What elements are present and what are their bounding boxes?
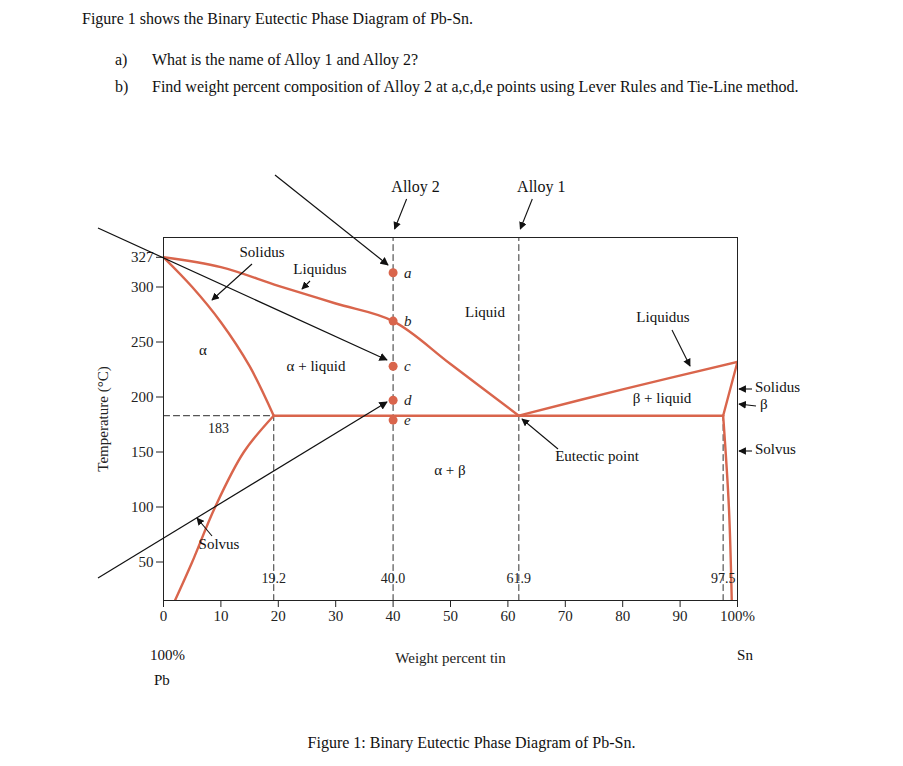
svg-text:40.0: 40.0: [381, 571, 406, 586]
svg-text:Solidus: Solidus: [239, 244, 284, 260]
html-text:b): b): [115, 78, 129, 95]
svg-text:c: c: [404, 358, 411, 374]
html-text:Figure 1 shows the Binary Eute: Figure 1 shows the Binary Eutectic Phase…: [82, 10, 473, 27]
svg-text:Alloy 2: Alloy 2: [391, 178, 439, 196]
svg-text:327: 327: [131, 249, 154, 266]
svg-text:80: 80: [615, 608, 630, 624]
svg-text:250: 250: [131, 334, 154, 350]
svg-text:90: 90: [673, 608, 688, 624]
svg-text:20: 20: [271, 608, 286, 624]
svg-text:α + β: α + β: [434, 462, 465, 478]
svg-text:β + liquid: β + liquid: [633, 390, 692, 406]
svg-text:Pb: Pb: [154, 672, 170, 688]
svg-text:Solidus: Solidus: [755, 379, 800, 395]
svg-text:e: e: [404, 412, 411, 428]
svg-text:200: 200: [131, 389, 154, 405]
svg-text:Liquidus: Liquidus: [636, 309, 689, 325]
svg-text:0: 0: [160, 608, 168, 624]
html-text:a): a): [115, 51, 128, 68]
svg-text:60: 60: [500, 608, 515, 624]
svg-text:Weight percent tin: Weight percent tin: [395, 650, 506, 666]
svg-text:100: 100: [131, 499, 154, 515]
html-text:Find weight percent compositio: Find weight percent composition of Alloy…: [152, 78, 799, 95]
svg-text:61.9: 61.9: [507, 571, 532, 586]
svg-text:183: 183: [208, 421, 229, 436]
html-text:Figure 1: Binary Eutectic Phas: Figure 1: Binary Eutectic Phase Diagram …: [307, 734, 636, 751]
svg-text:a: a: [404, 265, 412, 281]
svg-text:30: 30: [328, 608, 343, 624]
svg-text:150: 150: [131, 444, 154, 460]
svg-text:70: 70: [558, 608, 573, 624]
svg-text:300: 300: [131, 279, 154, 295]
svg-text:α + liquid: α + liquid: [287, 358, 346, 374]
svg-text:Solvus: Solvus: [199, 536, 240, 552]
svg-text:10: 10: [213, 608, 228, 624]
svg-text:40: 40: [386, 608, 401, 624]
svg-text:50: 50: [443, 608, 458, 624]
svg-text:Eutectic point: Eutectic point: [555, 448, 640, 464]
svg-text:d: d: [404, 392, 412, 408]
svg-text:100%: 100%: [720, 608, 755, 624]
svg-text:Temperature (°C): Temperature (°C): [95, 366, 112, 471]
svg-text:Sn: Sn: [737, 647, 753, 663]
svg-text:19.2: 19.2: [261, 571, 286, 586]
svg-text:50: 50: [139, 554, 154, 570]
svg-text:97.5: 97.5: [711, 571, 736, 586]
svg-text:Liquid: Liquid: [465, 304, 505, 320]
svg-text:Solvus: Solvus: [755, 441, 796, 457]
svg-text:Alloy 1: Alloy 1: [517, 178, 565, 196]
svg-text:b: b: [404, 313, 412, 329]
html-text:What is the name of Alloy 1 an: What is the name of Alloy 1 and Alloy 2?: [152, 51, 419, 68]
svg-text:α: α: [199, 342, 207, 358]
svg-text:β: β: [760, 396, 768, 412]
svg-text:100%: 100%: [150, 647, 185, 663]
svg-text:Liquidus: Liquidus: [293, 261, 346, 277]
